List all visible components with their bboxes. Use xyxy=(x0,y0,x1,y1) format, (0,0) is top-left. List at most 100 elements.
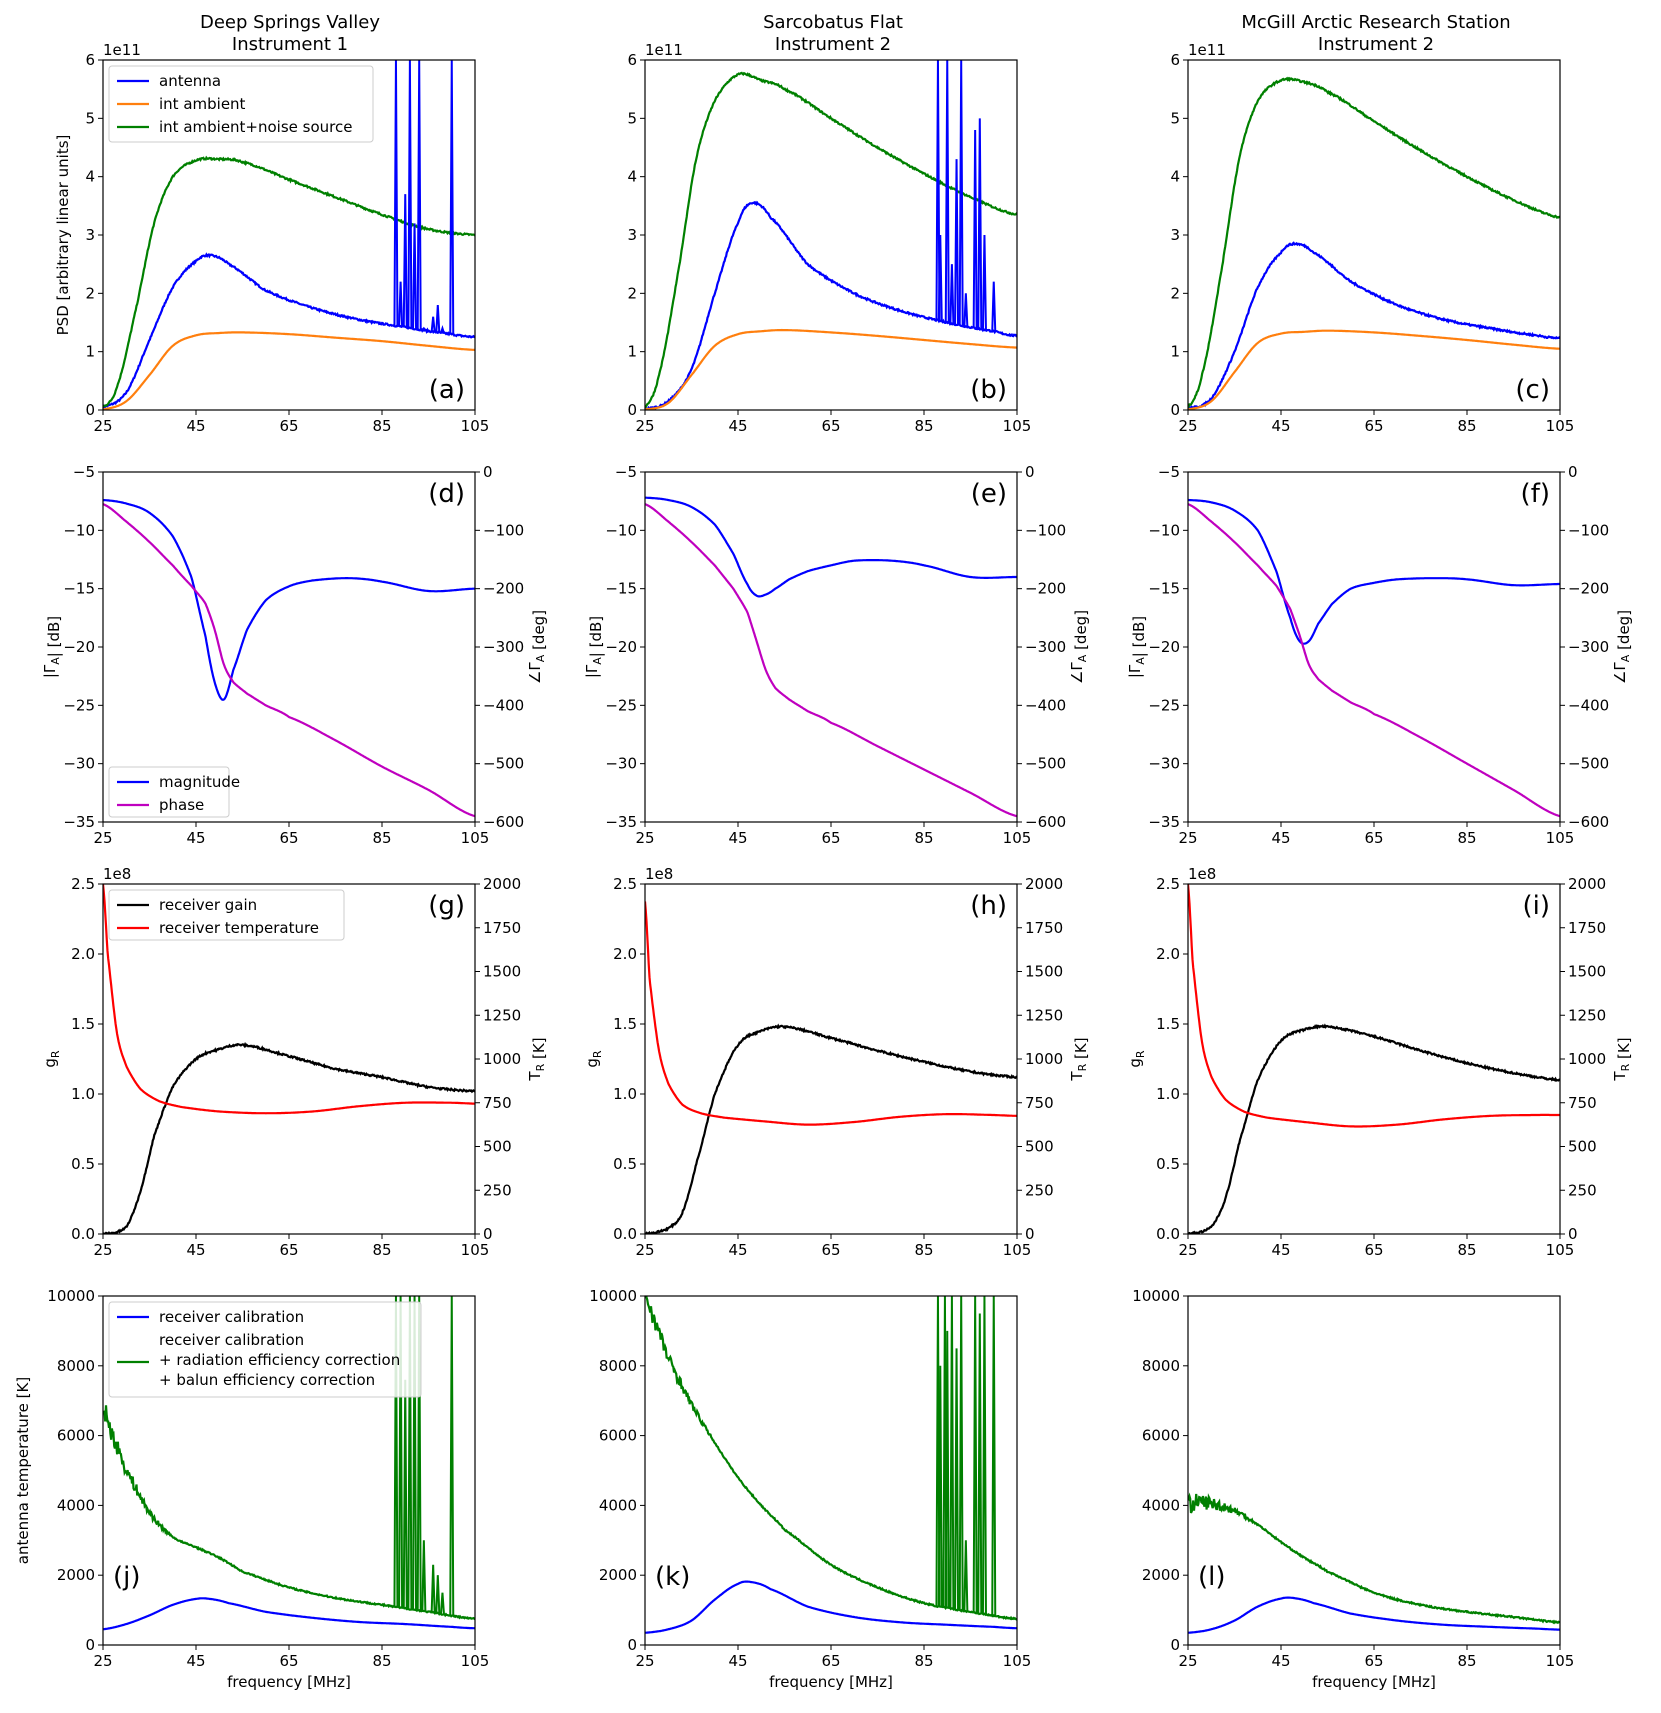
series-line-int-1 xyxy=(645,328,1017,410)
series-line-antenna-0 xyxy=(103,252,475,409)
y-tick-label: 2 xyxy=(1170,284,1180,302)
y-tick-label: 8000 xyxy=(57,1357,95,1375)
y-right-tick-label: 500 xyxy=(1568,1138,1597,1156)
y-tick-label: 1.5 xyxy=(613,1015,637,1033)
y-axis-label: gR xyxy=(583,1050,604,1068)
rfi-spike xyxy=(421,1540,427,1612)
rfi-spike xyxy=(963,1540,969,1612)
rfi-spike xyxy=(412,1296,418,1610)
column-titles: Deep Springs Valley Instrument 1 Sarcoba… xyxy=(200,12,1511,55)
legend: magnitude phase xyxy=(108,766,240,818)
y-tick-label: 2000 xyxy=(57,1566,95,1584)
y-tick-label: −20 xyxy=(1148,638,1180,656)
y-right-tick-label: −500 xyxy=(483,755,524,773)
legend-entry: int ambient+noise source xyxy=(159,118,352,136)
legend: antenna int ambient int ambient+noise sour… xyxy=(108,65,374,143)
x-tick-label: 25 xyxy=(1178,829,1197,847)
y-right-tick-label: 1250 xyxy=(1568,1006,1606,1024)
x-tick-label: 105 xyxy=(461,1241,490,1259)
x-tick-label: 65 xyxy=(279,417,298,435)
series-line-receiver-1 xyxy=(103,884,475,1115)
x-tick-label: 65 xyxy=(279,829,298,847)
y-right-tick-label: −500 xyxy=(1568,755,1609,773)
x-tick-label: 85 xyxy=(1457,1652,1476,1670)
x-tick-label: 105 xyxy=(1546,829,1575,847)
rfi-spike xyxy=(991,281,997,332)
series-line-magnitude-0 xyxy=(645,496,1017,598)
y-tick-label: −15 xyxy=(605,580,637,598)
plot-frame xyxy=(644,883,1018,1235)
panel-l: 25 45 65 85 105 0 2000 4000 6000 8000 10000 frequen… xyxy=(1132,1287,1574,1691)
y-right-tick-label: −100 xyxy=(1568,521,1609,539)
series-line-antenna-0 xyxy=(645,200,1017,410)
y-tick-label: −15 xyxy=(63,580,95,598)
rfi-spike xyxy=(402,1379,408,1609)
y-tick-label: −5 xyxy=(1158,463,1180,481)
x-tick-label: 45 xyxy=(186,1652,205,1670)
y-right-tick-label: −400 xyxy=(1025,696,1066,714)
legend-entry: receiver temperature xyxy=(159,919,319,937)
y-right-tick-label: 1250 xyxy=(483,1006,521,1024)
x-tick-label: 25 xyxy=(635,1652,654,1670)
rfi-spike xyxy=(412,223,418,329)
x-tick-label: 65 xyxy=(1364,829,1383,847)
y-tick-label: 8000 xyxy=(1142,1357,1180,1375)
x-tick-label: 25 xyxy=(93,417,112,435)
y-tick-label: −25 xyxy=(605,696,637,714)
column-1-title: Deep Springs Valley xyxy=(200,12,380,33)
plot-area xyxy=(645,496,1017,818)
x-tick-label: 85 xyxy=(914,417,933,435)
x-tick-label: 105 xyxy=(1546,1652,1575,1670)
rfi-spike xyxy=(972,1296,978,1613)
legend-box xyxy=(108,1301,422,1398)
series-line-receiver-0 xyxy=(645,1580,1017,1634)
y-tick-label: 3 xyxy=(85,226,95,244)
series-line-receiver-1 xyxy=(1188,1492,1560,1625)
rfi-spike xyxy=(954,159,960,325)
panel-j: 25 45 65 85 105 0 2000 4000 6000 8000 10000 antenna… xyxy=(14,1287,489,1691)
rfi-spike xyxy=(949,264,955,324)
rfi-spike xyxy=(963,293,969,327)
x-tick-label: 85 xyxy=(1457,829,1476,847)
x-tick-label: 105 xyxy=(1003,1652,1032,1670)
y-tick-label: −30 xyxy=(63,755,95,773)
legend-entry: receiver calibration xyxy=(159,1331,304,1349)
y-right-tick-label: −300 xyxy=(1025,638,1066,656)
y-tick-label: 6000 xyxy=(599,1427,637,1445)
legend-entry: + radiation efficiency correction xyxy=(159,1351,400,1369)
y-tick-label: 5 xyxy=(627,109,637,127)
series-line-int-2 xyxy=(103,155,475,408)
panel-label: (e) xyxy=(971,479,1007,509)
panel-d: 25 45 65 85 105 −35 −30 −25 −20 −15 −10 −5 −600 −500 −… xyxy=(41,463,548,847)
x-tick-label: 25 xyxy=(93,829,112,847)
x-tick-label: 65 xyxy=(1364,417,1383,435)
series-line-receiver-0 xyxy=(1188,1023,1560,1234)
y-tick-label: 6 xyxy=(85,51,95,69)
series-line-int-2 xyxy=(645,71,1017,409)
series-line-int-1 xyxy=(1188,329,1560,410)
y-tick-label: 4 xyxy=(1170,168,1180,186)
plot-area xyxy=(1188,498,1560,818)
axis-offset-label: 1e11 xyxy=(645,41,683,59)
x-tick-label: 45 xyxy=(186,829,205,847)
x-tick-label: 45 xyxy=(728,417,747,435)
y-right-tick-label: −500 xyxy=(1025,755,1066,773)
axis-offset-label: 1e11 xyxy=(1188,41,1226,59)
rfi-spike xyxy=(972,129,978,329)
x-tick-label: 85 xyxy=(914,1241,933,1259)
x-tick-label: 65 xyxy=(821,1241,840,1259)
y-tick-label: 1.5 xyxy=(1156,1015,1180,1033)
y-right-tick-label: −600 xyxy=(1025,813,1066,831)
rfi-spike xyxy=(981,1296,987,1615)
y-right-tick-label: 1250 xyxy=(1025,1006,1063,1024)
x-tick-label: 105 xyxy=(1546,417,1575,435)
legend: receiver gain receiver temperature xyxy=(108,889,345,941)
y-tick-label: 1 xyxy=(627,343,637,361)
plot-area xyxy=(1188,884,1560,1234)
y-tick-label: 2.5 xyxy=(71,875,95,893)
x-tick-label: 45 xyxy=(1271,417,1290,435)
rfi-spike xyxy=(991,1296,997,1616)
